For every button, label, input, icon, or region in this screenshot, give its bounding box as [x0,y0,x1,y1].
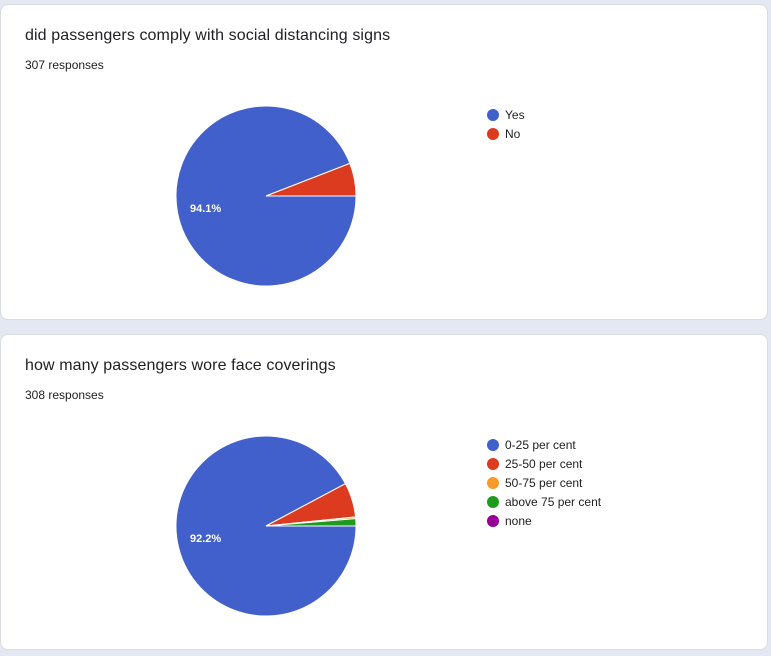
legend-swatch [487,495,499,508]
response-count: 307 responses [25,58,104,72]
legend-swatch [487,127,499,140]
chart-legend: Yes No [487,105,525,143]
legend-item-yes[interactable]: Yes [487,105,525,124]
legend-item-above-75-per-cent[interactable]: above 75 per cent [487,492,601,511]
legend-item-none[interactable]: none [487,511,601,530]
legend-label: 50-75 per cent [505,475,583,490]
legend-swatch [487,108,499,121]
question-title: how many passengers wore face coverings [25,357,336,374]
legend-label: none [505,513,532,528]
legend-item-50-75-per-cent[interactable]: 50-75 per cent [487,473,601,492]
pie-chart: 94.1% [175,105,357,287]
chart-legend: 0-25 per cent 25-50 per cent 50-75 per cen… [487,435,601,530]
legend-swatch [487,476,499,489]
legend-label: No [505,126,521,141]
legend-item-no[interactable]: No [487,124,525,143]
legend-label: 25-50 per cent [505,456,583,471]
legend-label: Yes [505,107,525,122]
response-count: 308 responses [25,388,104,402]
legend-item-0-25-per-cent[interactable]: 0-25 per cent [487,435,601,454]
question-card: did passengers comply with social distan… [0,4,768,320]
question-card: how many passengers wore face coverings … [0,334,768,650]
legend-swatch [487,514,499,527]
legend-swatch [487,457,499,470]
pie-data-label: 94.1% [190,203,221,215]
legend-label: above 75 per cent [505,494,602,509]
legend-swatch [487,438,499,451]
pie-slice-no[interactable] [265,162,357,197]
legend-item-25-50-per-cent[interactable]: 25-50 per cent [487,454,601,473]
legend-label: 0-25 per cent [505,437,576,452]
pie-slice-above-75-per-cent[interactable] [265,518,357,527]
question-title: did passengers comply with social distan… [25,27,391,44]
pie-data-label: 92.2% [190,533,221,545]
pie-chart: 92.2% [175,435,357,617]
